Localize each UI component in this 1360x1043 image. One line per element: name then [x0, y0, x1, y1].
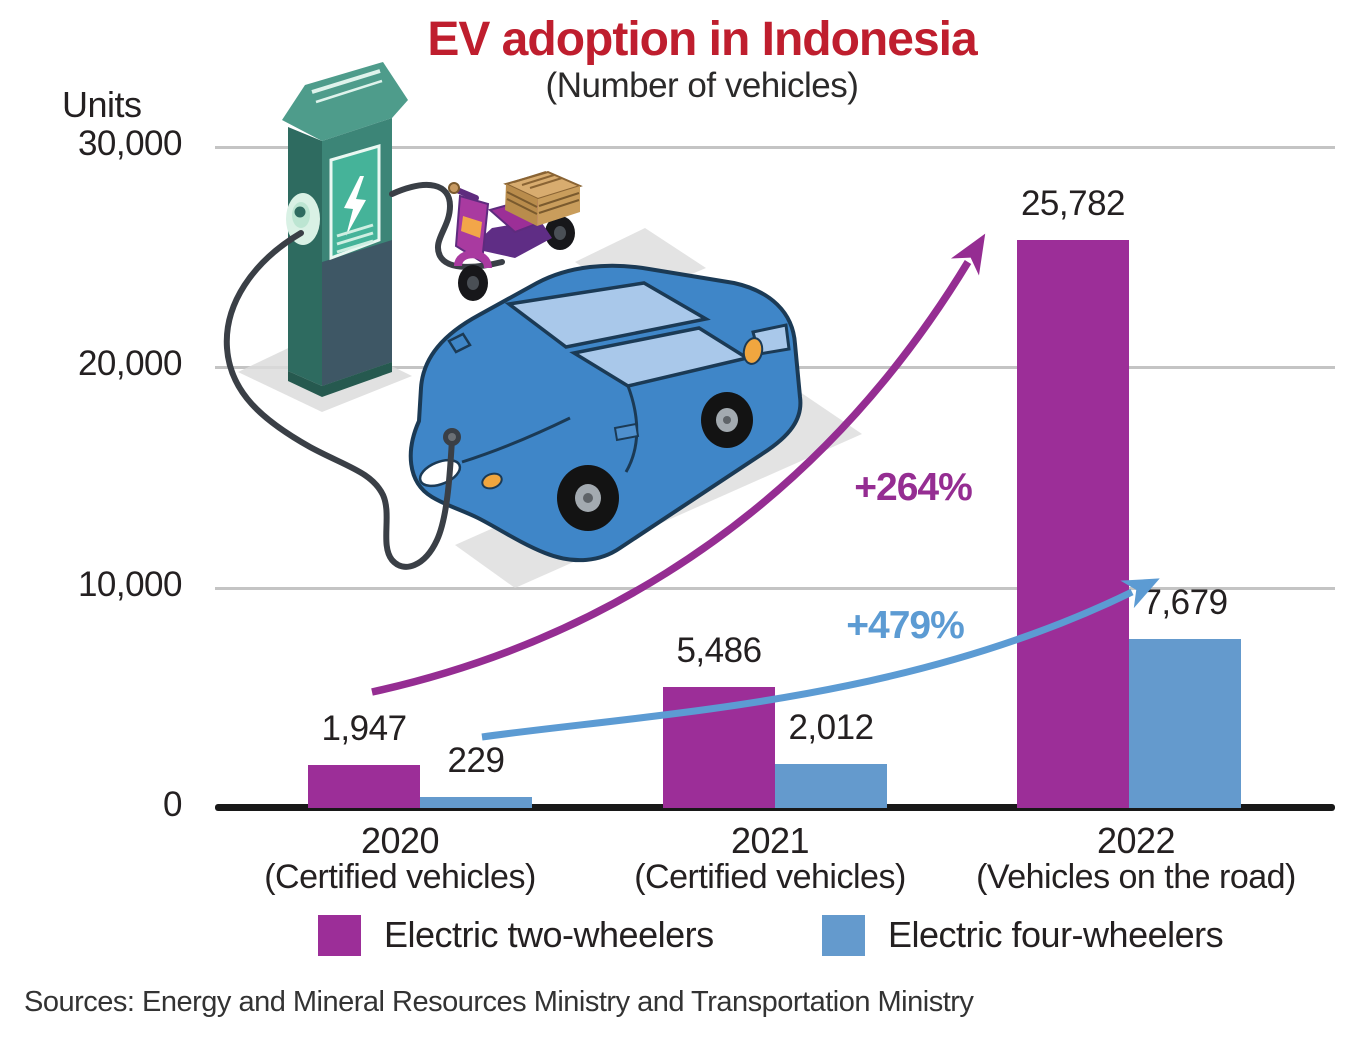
- y-axis-unit-label: Units: [62, 84, 142, 125]
- growth-pct-four-wheelers: +479%: [846, 604, 965, 647]
- bar: [420, 797, 532, 808]
- bar: [775, 764, 887, 808]
- charging-cable-car: [223, 230, 461, 570]
- source-note: Sources: Energy and Mineral Resources Mi…: [24, 986, 974, 1018]
- growth-arrow-four-wheelers: [481, 578, 1160, 741]
- bar-value-label: 2,012: [788, 708, 874, 747]
- group-qualifier-label: (Vehicles on the road): [976, 858, 1296, 896]
- bar: [1017, 240, 1129, 808]
- ev-charging-station-icon: [282, 62, 408, 397]
- group-qualifier-label: (Certified vehicles): [634, 858, 906, 896]
- group-qualifier-label: (Certified vehicles): [264, 858, 536, 896]
- page-title: EV adoption in Indonesia: [427, 13, 977, 66]
- page-subtitle: (Number of vehicles): [545, 66, 859, 105]
- bar-value-label: 229: [447, 741, 505, 780]
- charging-cable-scooter: [389, 181, 505, 270]
- gridline-30000: [215, 146, 1335, 149]
- group-year-label: 2022: [1096, 820, 1176, 861]
- gridline-10000: [215, 587, 1335, 590]
- y-tick-label: 20,000: [77, 344, 183, 383]
- electric-scooter-icon: [448, 170, 583, 301]
- growth-pct-two-wheelers: +264%: [854, 466, 973, 509]
- group-year-label: 2021: [730, 820, 810, 861]
- growth-arrow-two-wheelers: [371, 233, 986, 696]
- bar-value-label: 25,782: [1020, 184, 1126, 223]
- legend-swatch-electric-two-wheelers: [318, 914, 361, 956]
- y-tick-label: 30,000: [77, 124, 183, 163]
- legend-item-two-wheelers: Electric two-wheelers: [318, 914, 714, 956]
- ev-charging-illustration: [223, 62, 862, 588]
- legend-label-four-wheelers: Electric four-wheelers: [888, 914, 1224, 955]
- bar-value-label: 1,947: [321, 709, 407, 748]
- bar-value-label: 5,486: [676, 631, 762, 670]
- legend-item-four-wheelers: Electric four-wheelers: [822, 914, 1224, 956]
- bar: [1129, 639, 1241, 808]
- group-year-label: 2020: [360, 820, 440, 861]
- y-tick-label: 0: [163, 785, 182, 824]
- legend-label-two-wheelers: Electric two-wheelers: [384, 914, 714, 955]
- bar: [308, 765, 420, 808]
- legend-swatch-electric-four-wheelers: [822, 914, 865, 956]
- y-tick-label: 10,000: [77, 565, 183, 604]
- lightning-bolt-icon: [344, 176, 366, 236]
